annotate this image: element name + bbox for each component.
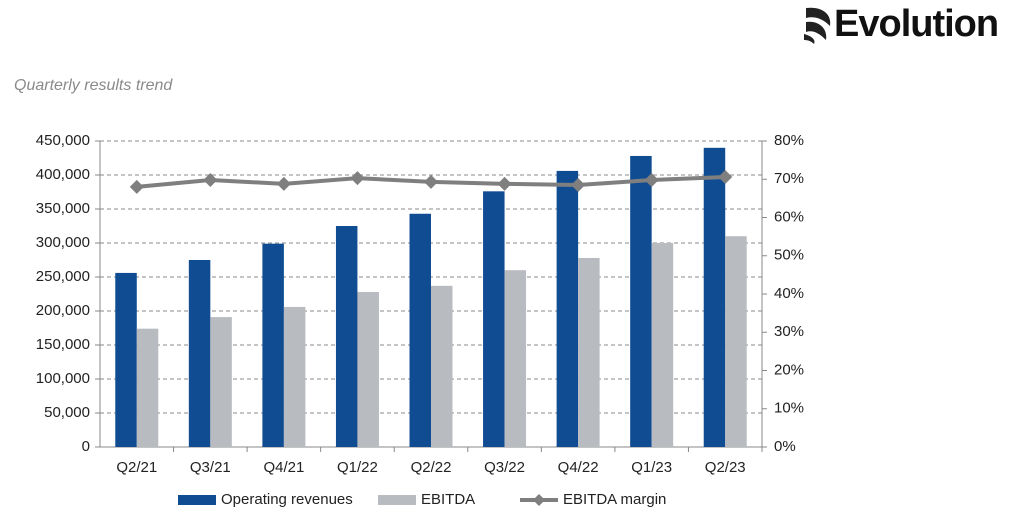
bar xyxy=(651,243,674,447)
bar xyxy=(703,147,726,448)
marker xyxy=(571,177,586,192)
bar xyxy=(136,328,159,447)
y2-tick-label: 50% xyxy=(774,247,804,264)
y-tick-label: 350,000 xyxy=(36,200,90,217)
marker xyxy=(276,176,291,191)
marker xyxy=(718,169,733,184)
x-tick-label: Q2/23 xyxy=(705,459,746,476)
bar xyxy=(115,272,137,447)
y-tick-label: 50,000 xyxy=(44,404,90,421)
bar xyxy=(335,226,358,447)
marker xyxy=(644,173,659,188)
marker xyxy=(424,174,438,189)
y-tick-label: 450,000 xyxy=(36,132,90,149)
legend-label: Operating revenues xyxy=(221,491,353,508)
x-tick-label: Q3/22 xyxy=(484,459,525,476)
y2-tick-label: 10% xyxy=(774,400,804,417)
x-tick-label: Q1/22 xyxy=(337,459,378,476)
marker xyxy=(497,176,512,191)
y2-tick-label: 20% xyxy=(774,361,804,378)
y-tick-label: 150,000 xyxy=(36,336,90,353)
legend-swatch xyxy=(178,495,216,505)
y2-tick-label: 60% xyxy=(774,208,804,225)
y-tick-label: 200,000 xyxy=(36,302,90,319)
bar xyxy=(483,191,505,447)
bar xyxy=(409,213,431,447)
bar xyxy=(283,306,306,447)
x-tick-label: Q3/21 xyxy=(190,459,231,476)
bar xyxy=(262,243,284,447)
bar xyxy=(556,170,579,448)
bar xyxy=(630,155,652,447)
bar xyxy=(725,236,747,447)
x-tick-label: Q4/22 xyxy=(558,459,599,476)
y2-tick-label: 30% xyxy=(774,323,804,340)
legend-swatch xyxy=(378,495,416,505)
x-tick-label: Q4/21 xyxy=(263,459,304,476)
marker xyxy=(129,179,144,194)
x-tick-label: Q2/21 xyxy=(116,459,157,476)
y2-tick-label: 0% xyxy=(774,438,796,455)
bar xyxy=(188,260,211,447)
y-tick-label: 250,000 xyxy=(36,268,90,285)
y-tick-label: 400,000 xyxy=(36,166,90,183)
bar xyxy=(504,270,527,447)
logo: Evolution xyxy=(834,3,998,45)
legend-marker xyxy=(533,494,545,506)
y2-tick-label: 70% xyxy=(774,170,804,187)
y-tick-label: 0 xyxy=(82,438,90,455)
legend-label: EBITDA margin xyxy=(563,491,666,508)
x-tick-label: Q2/22 xyxy=(411,459,452,476)
bar xyxy=(578,257,600,447)
bar xyxy=(357,291,379,447)
bar xyxy=(431,285,453,447)
y-tick-label: 100,000 xyxy=(36,370,90,387)
logo-icon xyxy=(804,7,831,44)
x-tick-label: Q1/23 xyxy=(631,459,672,476)
y-tick-label: 300,000 xyxy=(36,234,90,251)
y2-tick-label: 80% xyxy=(774,132,804,149)
bar xyxy=(210,317,232,447)
marker xyxy=(350,171,365,186)
chart-subtitle: Quarterly results trend xyxy=(14,77,173,94)
y2-tick-label: 40% xyxy=(774,285,804,302)
marker xyxy=(203,173,218,188)
legend-label: EBITDA xyxy=(421,491,475,508)
